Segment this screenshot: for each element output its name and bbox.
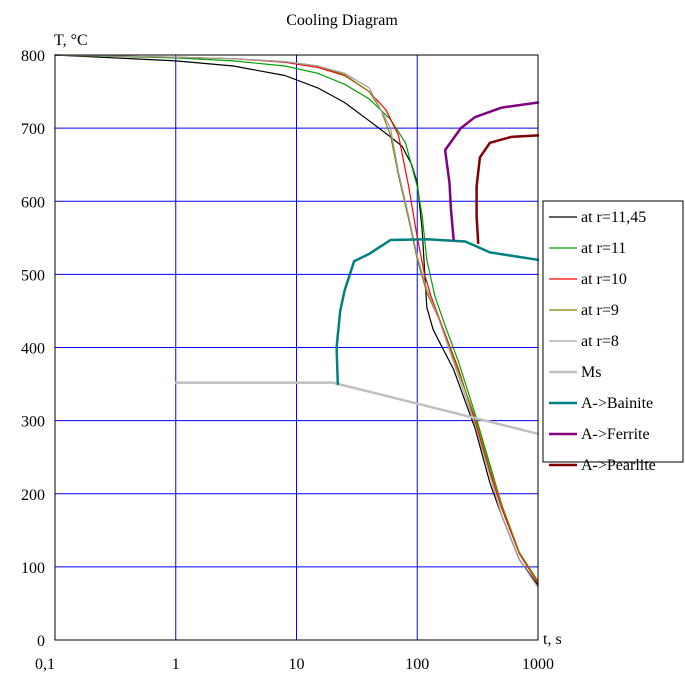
y-tick-label: 100 <box>21 560 45 577</box>
x-tick-labels: 0,1 1 10 100 1000 <box>35 656 554 673</box>
legend-label: A->Bainite <box>581 395 653 412</box>
x-axis-label: t, s <box>543 631 562 648</box>
chart-title: Cooling Diagram <box>286 12 398 29</box>
series-line-8 <box>475 134 540 245</box>
legend-box <box>542 200 684 463</box>
y-tick-label: 200 <box>21 487 45 504</box>
x-tick-label: 1000 <box>522 656 554 673</box>
legend-label: at r=10 <box>581 271 627 288</box>
series-line-4 <box>54 54 539 589</box>
legend: at r=11,45 at r=11 at r=10 at r=9 at r=8 Ms A-… <box>542 200 684 474</box>
series-line-5 <box>174 381 540 436</box>
y-tick-label: 600 <box>21 194 45 211</box>
y-tick-label: 300 <box>21 414 45 431</box>
y-tick-label: 800 <box>21 48 45 65</box>
series-line-2 <box>54 54 539 584</box>
legend-label: at r=11 <box>581 240 626 257</box>
x-tick-label: 0,1 <box>35 656 55 673</box>
y-tick-label: 400 <box>21 341 45 358</box>
y-tick-label: 0 <box>37 633 45 650</box>
y-tick-label: 700 <box>21 121 45 138</box>
x-tick-label: 100 <box>405 656 429 673</box>
x-tick-label: 1 <box>172 656 180 673</box>
series-line-1 <box>54 54 539 583</box>
y-tick-labels: 0 100 200 300 400 500 600 700 800 <box>21 48 45 650</box>
legend-label: Ms <box>581 364 601 381</box>
series-lines <box>54 54 540 589</box>
legend-label: at r=9 <box>581 302 619 319</box>
plot-frame <box>54 54 539 641</box>
series-line-7 <box>443 101 540 241</box>
legend-label: A->Ferrite <box>581 426 650 443</box>
legend-label: at r=11,45 <box>581 209 646 226</box>
legend-label: at r=8 <box>581 333 619 350</box>
grid <box>54 54 539 641</box>
y-tick-label: 500 <box>21 267 45 284</box>
series-line-0 <box>54 54 539 586</box>
x-tick-label: 10 <box>289 656 305 673</box>
legend-label: A->Pearlite <box>581 457 656 474</box>
series-line-6 <box>335 238 540 386</box>
y-axis-label: T, °C <box>54 32 88 49</box>
